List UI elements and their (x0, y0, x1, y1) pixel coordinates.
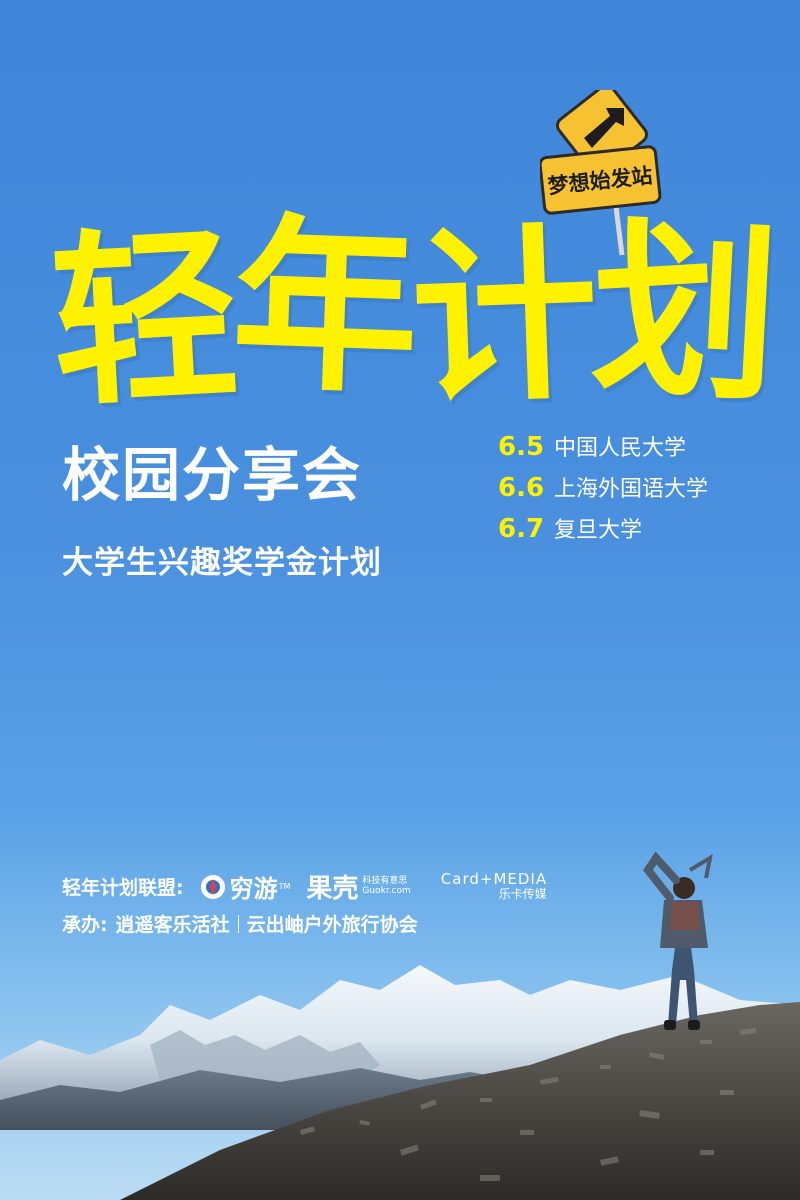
trademark-mark: TM (278, 882, 291, 891)
tagline: 大学生兴趣奖学金计划 (62, 545, 382, 581)
schedule-item: 6.7 复旦大学 (498, 512, 708, 553)
organizer-name: 逍遥客乐活社 (115, 914, 230, 936)
cardmedia-text: Card+MEDIA (440, 869, 548, 888)
title-char: 计 (408, 205, 596, 430)
schedule-date: 6.5 (498, 432, 545, 462)
divider (237, 914, 239, 933)
dream-sign: 梦想始发站 (540, 145, 662, 215)
alliance-label: 轻年计划联盟: (62, 877, 184, 899)
cardmedia-subtext: 乐卡传媒 (498, 887, 547, 902)
compass-icon (200, 874, 225, 899)
guokr-text: 果壳 (306, 874, 359, 904)
title-char: 年 (228, 195, 417, 420)
cardmedia-logo: Card+MEDIA 乐卡传媒 (440, 869, 548, 902)
schedule-university: 复旦大学 (554, 518, 643, 543)
alliance-row: 轻年计划联盟: 穷游 TM 果壳 科技有意思 Guokr.com Card+ME… (62, 868, 547, 905)
organizer-name: 云出岫户外旅行协会 (246, 914, 418, 936)
subtitle: 校园分享会 (62, 441, 363, 509)
mountain-scenery (0, 851, 800, 1200)
title-char: 轻 (46, 206, 238, 433)
schedule-item: 6.5 中国人民大学 (498, 430, 708, 471)
schedule-date: 6.6 (498, 473, 545, 503)
rocky-ridge (120, 1002, 800, 1200)
schedule-university: 上海外国语大学 (554, 477, 709, 502)
title-char: 划 (586, 200, 778, 427)
organizers-label: 承办: (62, 914, 108, 936)
schedule-date: 6.7 (498, 514, 545, 544)
hiker-figure (643, 851, 713, 1030)
qiongyou-logo: 穷游 TM (200, 869, 291, 904)
main-title: 轻 年 计 划 (46, 195, 778, 433)
schedule-university: 中国人民大学 (554, 436, 687, 461)
guokr-url: Guokr.com (362, 885, 411, 896)
guokr-subtext: 科技有意思 Guokr.com (362, 875, 411, 897)
schedule-list: 6.5 中国人民大学 6.6 上海外国语大学 6.7 复旦大学 (498, 430, 708, 553)
signpost-illustration: 梦想始发站 (540, 90, 662, 256)
arrow-icon (584, 108, 624, 148)
guokr-logo: 果壳 科技有意思 Guokr.com (306, 868, 410, 905)
organizers-row: 承办: 逍遥客乐活社 云出岫户外旅行协会 (62, 910, 418, 937)
schedule-item: 6.6 上海外国语大学 (498, 471, 708, 512)
guokr-tagline: 科技有意思 (362, 875, 408, 886)
rock-texture (300, 1027, 757, 1181)
qiongyou-text: 穷游 (229, 875, 278, 903)
